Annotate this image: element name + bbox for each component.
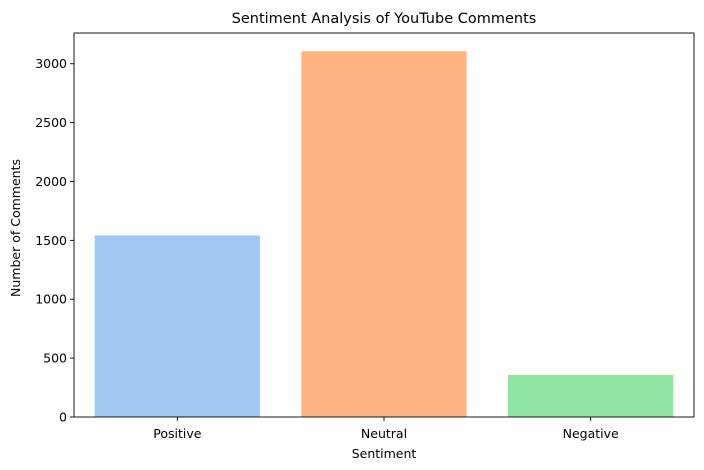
y-tick-label: 2000 bbox=[35, 174, 67, 189]
axes-frame bbox=[73, 32, 695, 418]
y-axis-label: Number of Comments bbox=[8, 159, 23, 297]
chart-title: Sentiment Analysis of YouTube Comments bbox=[232, 11, 537, 27]
plot-area: 0 500 1000 1500 2000 2500 3000 Positive Neutral N… bbox=[35, 32, 695, 441]
y-tick-label: 0 bbox=[59, 410, 67, 425]
bar-neutral bbox=[301, 51, 467, 417]
x-axis-label: Sentiment bbox=[352, 446, 417, 461]
x-tick-label: Negative bbox=[563, 426, 619, 441]
y-tick-label: 500 bbox=[43, 351, 67, 366]
y-tick-label: 1500 bbox=[35, 233, 67, 248]
bar-positive bbox=[94, 235, 260, 417]
y-tick-label: 2500 bbox=[35, 115, 67, 130]
bar-negative bbox=[508, 374, 674, 417]
x-tick-label: Neutral bbox=[361, 426, 407, 441]
y-tick-label: 1000 bbox=[35, 292, 67, 307]
y-tick-label: 3000 bbox=[35, 56, 67, 71]
x-tick-label: Positive bbox=[153, 426, 201, 441]
